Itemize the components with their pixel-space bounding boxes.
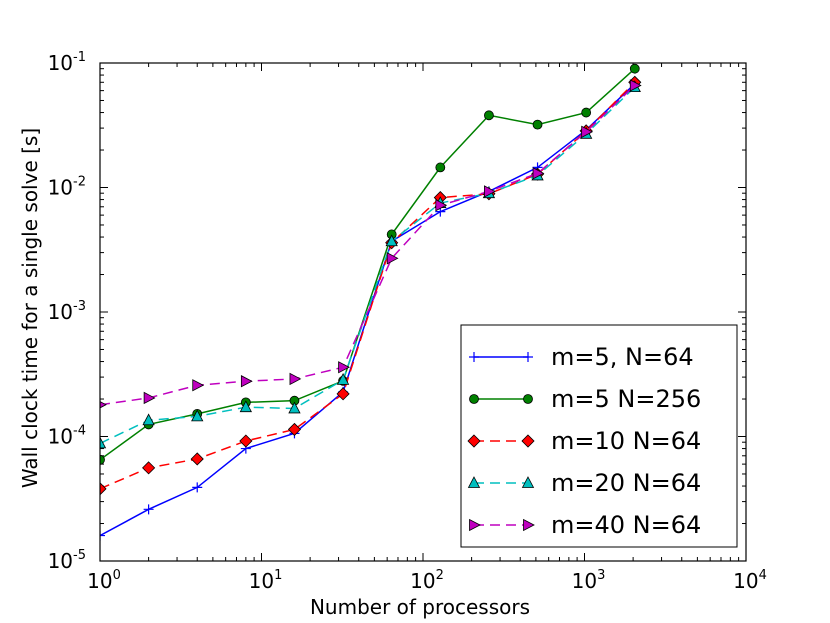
data-point [484, 185, 496, 198]
tick-label-base: 10 [48, 51, 73, 75]
data-point [289, 372, 302, 386]
data-point [435, 162, 446, 173]
tick-label-exponent: -3 [73, 299, 86, 314]
data-point [100, 454, 105, 465]
data-point [100, 482, 107, 496]
legend: m=5, N=64 m=5 N=256 m=10 N=64 m=20 N=64 m=40… [460, 324, 738, 548]
y-tick-label: 10-1 [48, 50, 86, 75]
legend-entry: m=5 N=256 [469, 385, 701, 413]
y-tick-label: 10-3 [48, 299, 86, 324]
series-line [100, 86, 636, 445]
data-point [190, 452, 204, 466]
data-point [100, 436, 107, 449]
tick-label-base: 10 [733, 569, 758, 593]
legend-marker [523, 394, 533, 404]
axis-ticks [99, 62, 747, 562]
series-5 [100, 79, 642, 409]
data-point [336, 373, 350, 385]
data-point [240, 375, 253, 388]
legend-entry: m=20 N=64 [467, 469, 701, 497]
y-axis-label: Wall clock time for a single solve [s] [18, 128, 42, 488]
tick-label-exponent: -4 [73, 424, 86, 439]
legend-marker [469, 518, 481, 532]
data-point [142, 413, 155, 426]
plot-frame [99, 62, 747, 562]
data-point [288, 401, 301, 414]
data-point [192, 482, 203, 493]
data-point [532, 119, 543, 130]
legend-marker [521, 476, 535, 488]
data-point [192, 379, 205, 392]
legend-label: m=5 N=256 [551, 385, 701, 413]
data-point [484, 110, 494, 121]
legend-marker [523, 518, 535, 532]
data-point [336, 387, 350, 401]
data-point [629, 79, 642, 92]
legend-marker [521, 434, 535, 448]
legend-marker [467, 476, 481, 488]
tick-label-base: 10 [87, 569, 112, 593]
x-tick-label: 100 [87, 568, 121, 593]
data-point [338, 361, 350, 374]
tick-label-exponent: -1 [73, 50, 86, 65]
tick-label-base: 10 [48, 300, 73, 324]
legend-entry: m=5, N=64 [469, 343, 694, 371]
data-point [532, 167, 545, 180]
tick-label-base: 10 [48, 176, 73, 200]
data-point [143, 391, 156, 405]
tick-label-exponent: -5 [73, 548, 86, 563]
tick-label-exponent: -2 [73, 175, 86, 190]
data-point [239, 434, 253, 448]
tick-label-exponent: 0 [113, 568, 121, 583]
tick-label-exponent: 1 [274, 568, 282, 583]
plot-data [100, 63, 642, 541]
legend-marker [469, 394, 479, 404]
legend-label: m=10 N=64 [551, 427, 701, 455]
data-point [581, 107, 592, 118]
tick-label-base: 10 [48, 425, 73, 449]
tick-label-exponent: 4 [759, 568, 767, 583]
tick-label-base: 10 [410, 569, 435, 593]
x-tick-label: 101 [249, 568, 283, 593]
data-point [287, 422, 302, 436]
data-point [435, 199, 448, 212]
y-tick-label: 10-4 [48, 424, 86, 449]
x-tick-label: 104 [733, 568, 767, 593]
tick-label-base: 10 [249, 569, 274, 593]
tick-label-base: 10 [572, 569, 597, 593]
data-point [100, 401, 107, 409]
tick-label-exponent: 3 [597, 568, 605, 583]
legend-marker [523, 352, 533, 362]
y-tick-label: 10-2 [48, 175, 86, 200]
data-point [385, 234, 398, 247]
legend-label: m=20 N=64 [551, 469, 701, 497]
legend-label: m=5, N=64 [551, 343, 694, 371]
legend-label: m=40 N=64 [551, 511, 701, 539]
x-tick-label: 102 [410, 568, 444, 593]
legend-box [460, 324, 738, 548]
data-point [581, 125, 594, 138]
y-tick-label: 10-5 [48, 548, 86, 573]
data-point [191, 409, 204, 422]
data-point [239, 400, 253, 413]
data-point [142, 461, 156, 475]
tick-label-exponent: 2 [436, 568, 444, 583]
tick-label-base: 10 [48, 549, 73, 573]
legend-entry: m=40 N=64 [469, 511, 701, 539]
data-point [386, 252, 399, 265]
legend-marker [469, 352, 479, 362]
data-point [629, 63, 640, 74]
legend-entry: m=10 N=64 [467, 427, 701, 455]
series-line [100, 68, 636, 461]
series-line [100, 84, 636, 406]
x-tick-label: 103 [572, 568, 606, 593]
x-axis-label: Number of processors [310, 595, 530, 619]
legend-marker [467, 434, 481, 448]
data-point [143, 504, 154, 515]
data-point [100, 530, 105, 541]
